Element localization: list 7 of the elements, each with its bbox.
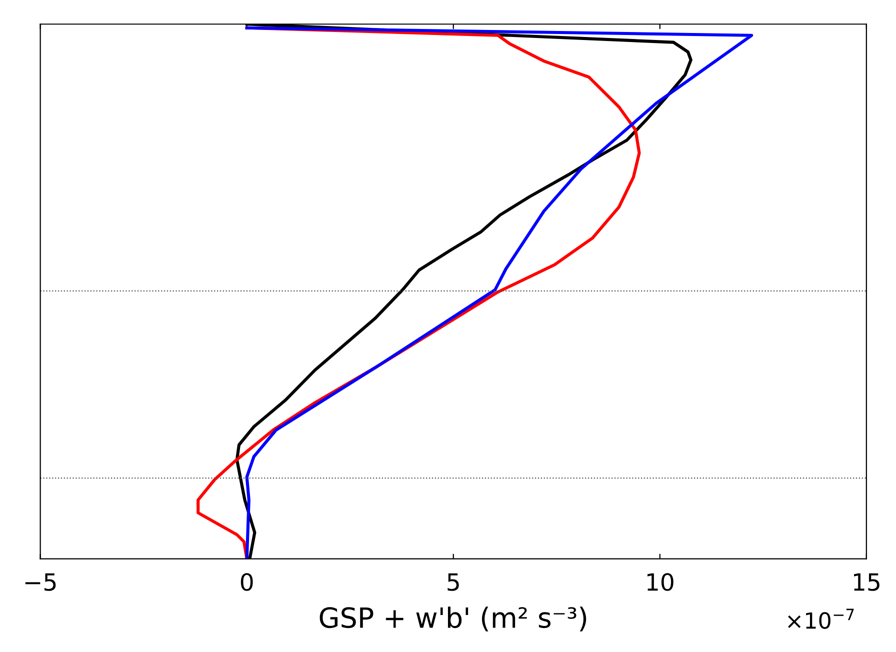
text: ×10$^{−7}$ (788, 608, 854, 629)
x-tick-label: −5 (25, 573, 56, 591)
x-tick-label: 0 (240, 573, 253, 591)
x-tick-label: 15 (854, 573, 880, 591)
x-tick-label: 10 (647, 573, 674, 591)
x-tick-label: 5 (448, 573, 459, 591)
x-axis-title: GSP + w'b' (m² s⁻³) (320, 606, 586, 632)
